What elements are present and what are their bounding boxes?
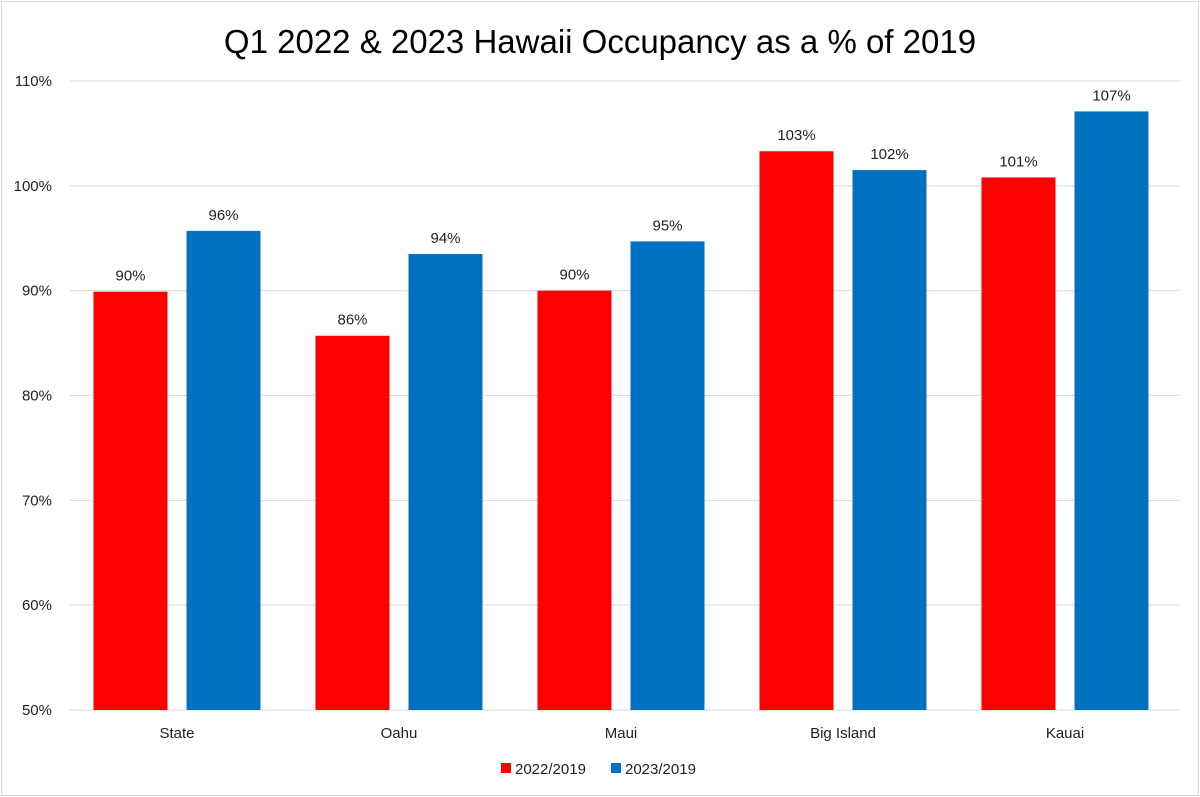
bar-kauai-2022-2019 [981, 177, 1056, 711]
data-label: 90% [559, 267, 589, 284]
bar-big-island-2023-2019 [852, 170, 927, 710]
x-category-label: State [159, 725, 194, 742]
bar-oahu-2022-2019 [315, 335, 390, 710]
bar-maui-2023-2019 [630, 241, 705, 710]
bar-big-island-2022-2019 [759, 151, 834, 710]
x-category-label: Maui [605, 725, 638, 742]
bar-maui-2022-2019 [537, 290, 612, 710]
y-tick-label: 100% [14, 178, 52, 195]
legend-swatch [611, 763, 621, 773]
data-label: 107% [1092, 87, 1130, 104]
data-labels: 90% 96% 86% 94% 90% 95% 103% 102% 101% 107% [115, 87, 1130, 328]
data-label: 86% [337, 312, 367, 329]
data-label: 102% [870, 146, 908, 163]
data-label: 101% [999, 153, 1037, 170]
data-label: 96% [208, 207, 238, 224]
legend-swatch [501, 763, 511, 773]
chart-title: Q1 2022 & 2023 Hawaii Occupancy as a % o… [224, 23, 976, 60]
x-category-label: Big Island [810, 725, 876, 742]
x-category-label: Oahu [381, 725, 418, 742]
y-tick-label: 80% [22, 388, 52, 405]
data-label: 90% [115, 268, 145, 285]
bar-state-2022-2019 [93, 291, 168, 710]
y-tick-label: 90% [22, 283, 52, 300]
y-tick-label: 60% [22, 597, 52, 614]
y-tick-label: 70% [22, 492, 52, 509]
data-label: 94% [430, 230, 460, 247]
bars [93, 111, 1149, 711]
legend: 2022/2019 2023/2019 [501, 761, 696, 778]
legend-label: 2022/2019 [515, 761, 586, 778]
bar-oahu-2023-2019 [408, 253, 483, 710]
x-category-label: Kauai [1046, 725, 1084, 742]
bar-kauai-2023-2019 [1074, 111, 1149, 710]
data-label: 95% [652, 217, 682, 234]
y-axis-ticks: 50% 60% 70% 80% 90% 100% 110% [14, 73, 52, 719]
data-label: 103% [777, 127, 815, 144]
y-tick-label: 110% [15, 73, 52, 90]
legend-label: 2023/2019 [625, 761, 696, 778]
x-axis-categories: State Oahu Maui Big Island Kauai [159, 725, 1084, 742]
bar-state-2023-2019 [186, 230, 261, 710]
y-tick-label: 50% [22, 702, 52, 719]
